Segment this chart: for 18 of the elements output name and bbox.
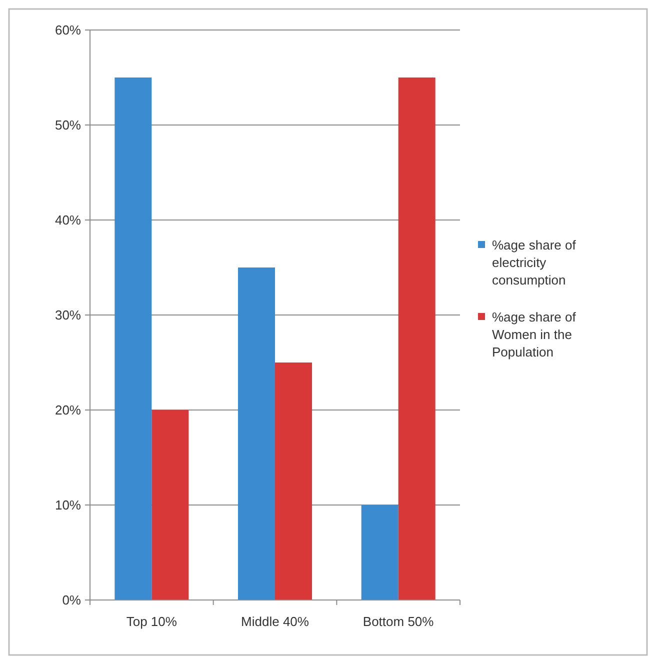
y-tick-label: 20% xyxy=(54,402,82,418)
bar xyxy=(238,268,275,600)
bar xyxy=(361,505,398,600)
y-tick-label: 30% xyxy=(54,308,82,323)
y-tick-label: 60% xyxy=(54,22,82,38)
x-tick-label: Top 10% xyxy=(126,614,178,629)
y-tick-label: 0% xyxy=(62,592,82,608)
y-tick-label: 50% xyxy=(54,118,82,133)
y-tick-label: 10% xyxy=(54,498,82,513)
legend-label: %age share of electricity consumption xyxy=(492,238,576,288)
bar xyxy=(152,410,189,600)
bar xyxy=(398,78,436,600)
x-tick-label: Middle 40% xyxy=(241,614,310,629)
legend-label: %age share of Women in the Population xyxy=(492,310,576,360)
bar xyxy=(114,78,152,600)
bar xyxy=(275,362,312,600)
x-tick-label: Bottom 50% xyxy=(362,614,434,629)
y-tick-label: 40% xyxy=(54,212,82,228)
